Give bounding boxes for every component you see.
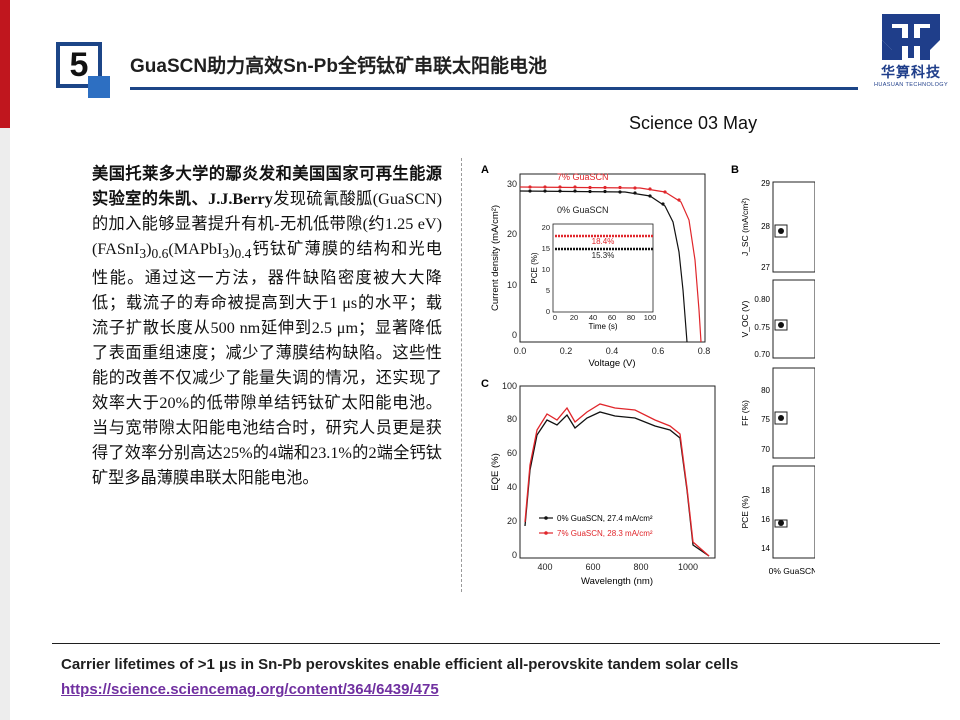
a-xtick: 0.2 <box>560 346 573 356</box>
reference-divider <box>52 643 940 644</box>
svg-text:75: 75 <box>761 415 770 424</box>
body-text-5: 钙钛矿薄膜的结构和光电性能。通过这一方法，器件缺陷密度被大大降低；载流子的寿命被… <box>92 240 442 488</box>
svg-text:PCE (%): PCE (%) <box>530 252 539 283</box>
svg-text:27: 27 <box>761 263 770 272</box>
accent-bar <box>0 0 10 128</box>
svg-text:EQE (%): EQE (%) <box>490 453 501 490</box>
reference-title: Carrier lifetimes of >1 μs in Sn-Pb pero… <box>61 656 739 673</box>
svg-text:J_SC (mA/cm²): J_SC (mA/cm²) <box>740 198 750 256</box>
panel-a-label: A <box>481 164 489 176</box>
logo-subtitle: HUASUAN TECHNOLOGY <box>873 82 949 88</box>
a-ytick: 10 <box>507 280 517 290</box>
svg-text:0% GuaSCN: 0% GuaSCN <box>769 566 815 576</box>
a-xlabel: Voltage (V) <box>589 358 636 369</box>
svg-text:800: 800 <box>633 562 648 572</box>
svg-text:14: 14 <box>761 544 770 553</box>
svg-text:29: 29 <box>761 179 770 188</box>
body-paragraph: 美国托莱多大学的鄢炎发和美国国家可再生能源实验室的朱凯、J.J.Berry发现硫… <box>92 162 442 491</box>
panel-b-box-plots: 29 28 27 J_SC (mA/cm²) 0.80 0.75 0.70 V_… <box>740 179 815 576</box>
body-text-4: ) <box>229 240 235 258</box>
svg-text:100: 100 <box>502 381 517 391</box>
a-ytick: 30 <box>507 179 517 189</box>
body-sub-4: 0.4 <box>234 246 252 262</box>
svg-text:80: 80 <box>627 313 635 322</box>
svg-text:40: 40 <box>589 313 597 322</box>
logo-name: 华算科技 <box>881 64 941 80</box>
body-text-2: ) <box>146 240 152 258</box>
svg-text:0.80: 0.80 <box>754 295 770 304</box>
slide-number-accent <box>88 76 110 98</box>
panel-c-label: C <box>481 378 489 390</box>
panel-b-label: B <box>731 164 739 176</box>
a-legend-gua: 7% GuaSCN <box>557 172 609 182</box>
source-citation: Science 03 May <box>629 113 758 133</box>
body-sub-2: 0.6 <box>151 246 169 262</box>
body-sub-1: 3 <box>139 246 147 262</box>
title-underline <box>130 87 858 90</box>
svg-text:5: 5 <box>546 286 550 295</box>
svg-text:0: 0 <box>553 313 557 322</box>
body-text-1: 发现硫氰酸胍(GuaSCN)的加入能够显著提升有机-无机低带隙(约1.25 eV… <box>92 190 442 258</box>
svg-text:7% GuaSCN, 28.3 mA/cm²: 7% GuaSCN, 28.3 mA/cm² <box>557 529 653 538</box>
slide-title: GuaSCN助力高效Sn-Pb全钙钛矿串联太阳能电池 <box>130 56 547 77</box>
svg-text:16: 16 <box>761 515 770 524</box>
svg-text:1000: 1000 <box>678 562 698 572</box>
svg-text:60: 60 <box>608 313 616 322</box>
a-legend-ref: 0% GuaSCN <box>557 205 609 215</box>
svg-text:80: 80 <box>507 414 517 424</box>
svg-text:Wavelength (nm): Wavelength (nm) <box>581 576 653 587</box>
a-xtick: 0.4 <box>606 346 619 356</box>
a-ylabel: Current density (mA/cm²) <box>490 205 501 311</box>
research-figure: A 0.0 0.2 0.4 0.6 0.8 0 10 20 30 Voltage… <box>481 164 815 587</box>
body-lead: 美国托莱多大学的鄢炎发和美国国家可再生能源实验室的朱凯、J.J.Berry <box>92 165 442 208</box>
svg-text:20: 20 <box>542 223 550 232</box>
body-sub-3: 3 <box>222 246 230 262</box>
panel-c-eqe-plot: 400 600 800 1000 0 20 40 60 80 100 Wavel… <box>490 381 716 587</box>
svg-text:15: 15 <box>542 244 550 253</box>
svg-text:10: 10 <box>542 265 550 274</box>
slide-number-badge: 5 <box>56 42 102 88</box>
svg-text:V_OC (V): V_OC (V) <box>740 300 750 337</box>
a-xtick: 0.6 <box>652 346 665 356</box>
svg-text:18: 18 <box>761 486 770 495</box>
column-separator <box>461 158 462 592</box>
slide-number: 5 <box>69 45 89 84</box>
panel-a-jv-plot: 0.0 0.2 0.4 0.6 0.8 0 10 20 30 Voltage (… <box>490 172 710 369</box>
a-ytick: 0 <box>512 330 517 340</box>
reference-link[interactable]: https://science.sciencemag.org/content/3… <box>61 681 439 698</box>
svg-text:28: 28 <box>761 222 770 231</box>
a-xtick: 0.0 <box>514 346 527 356</box>
a-xtick: 0.8 <box>698 346 711 356</box>
svg-text:600: 600 <box>585 562 600 572</box>
svg-text:20: 20 <box>507 516 517 526</box>
svg-text:Time (s): Time (s) <box>588 322 617 331</box>
side-margin-band <box>0 128 10 720</box>
svg-text:0.70: 0.70 <box>754 350 770 359</box>
svg-text:FF (%): FF (%) <box>740 400 750 426</box>
inset-label-gua: 18.4% <box>592 237 615 246</box>
huasuan-logo <box>882 14 940 60</box>
svg-text:70: 70 <box>761 445 770 454</box>
svg-text:0% GuaSCN, 27.4 mA/cm²: 0% GuaSCN, 27.4 mA/cm² <box>557 514 653 523</box>
svg-text:0: 0 <box>512 550 517 560</box>
c-legend: 0% GuaSCN, 27.4 mA/cm² 7% GuaSCN, 28.3 m… <box>539 514 653 538</box>
svg-text:0.75: 0.75 <box>754 323 770 332</box>
svg-text:100: 100 <box>644 313 657 322</box>
svg-text:400: 400 <box>537 562 552 572</box>
svg-text:0: 0 <box>546 307 550 316</box>
body-text-3: (MAPbI <box>168 240 223 258</box>
a-ytick: 20 <box>507 229 517 239</box>
svg-text:PCE (%): PCE (%) <box>740 495 750 528</box>
svg-text:40: 40 <box>507 482 517 492</box>
svg-text:20: 20 <box>570 313 578 322</box>
svg-text:80: 80 <box>761 386 770 395</box>
inset-label-ref: 15.3% <box>592 251 615 260</box>
svg-text:60: 60 <box>507 448 517 458</box>
